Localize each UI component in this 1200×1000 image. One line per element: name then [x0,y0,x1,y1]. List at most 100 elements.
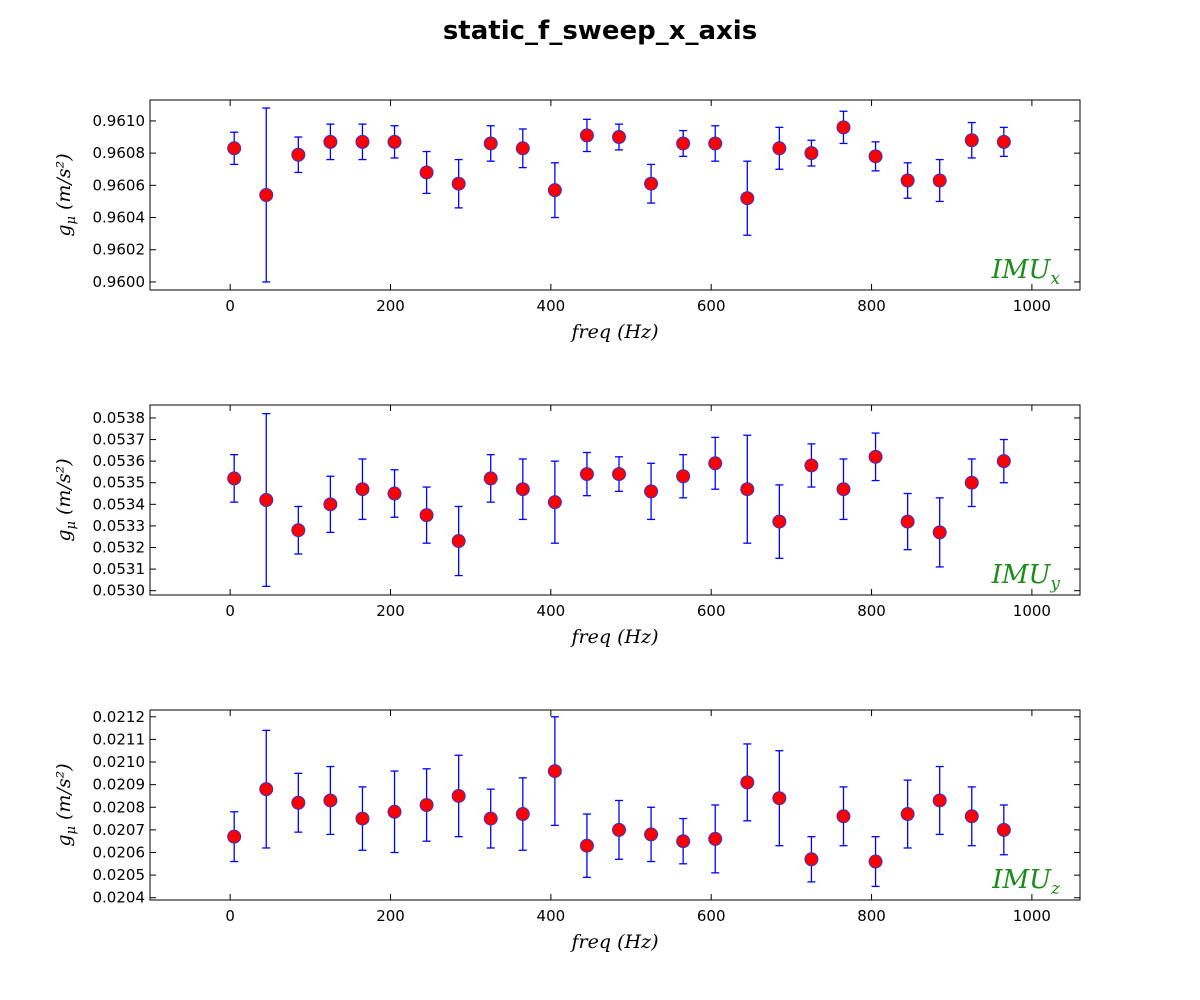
y-tick-label: 0.0533 [93,517,146,535]
data-point [708,456,723,471]
data-point [579,128,594,143]
data-point [612,467,627,482]
data-point [612,822,627,837]
y-tick-label: 0.0531 [93,560,146,578]
y-tick-label: 0.0538 [93,409,146,427]
y-tick-label: 0.0204 [93,889,146,907]
x-axis-label: freq (Hz) [570,626,659,648]
data-point [355,134,370,149]
data-point [676,136,691,151]
imu-x-label: IMUx [991,255,1061,289]
data-point [964,809,979,824]
data-point [772,514,787,529]
data-point [900,514,915,529]
data-point [387,134,402,149]
data-point [227,471,242,486]
data-point [612,130,627,145]
x-tick-label: 200 [376,602,405,620]
data-point [547,495,562,510]
data-point [644,484,659,499]
x-tick-label: 0 [225,297,235,315]
data-point [547,183,562,198]
y-tick-label: 0.0207 [93,821,146,839]
y-tick-label: 0.0537 [93,431,146,449]
data-point [836,482,851,497]
data-point [323,793,338,808]
data-point [579,467,594,482]
y-tick-label: 0.0206 [93,844,146,862]
data-point [483,471,498,486]
data-point [291,795,306,810]
data-point [227,141,242,156]
y-tick-label: 0.0534 [93,495,146,513]
data-point [419,165,434,180]
data-point [932,525,947,540]
data-point [676,469,691,484]
x-tick-label: 200 [376,907,405,925]
data-point [740,775,755,790]
y-tick-label: 0.9600 [93,273,146,291]
subplot-x: 0 200 400 600 800 1000 0.9600 0.9602 0.9604 0.960… [53,99,1081,343]
data-point [323,134,338,149]
data-point [355,482,370,497]
x-tick-label: 0 [225,602,235,620]
imu-y-label: IMUy [991,560,1061,594]
data-point [900,173,915,188]
data-point [483,136,498,151]
data-point [996,134,1011,149]
data-point [515,141,530,156]
y-tick-label: 0.0535 [93,474,146,492]
data-point [900,807,915,822]
data-point [259,188,274,202]
plot-frame-y [149,404,1081,596]
x-axis-label: freq (Hz) [570,931,659,953]
data-point [836,120,851,135]
x-tick-label: 200 [376,297,405,315]
data-point [996,822,1011,837]
data-point [676,834,691,849]
data-point [515,807,530,822]
data-point [451,788,466,803]
x-axis-label: freq (Hz) [570,321,659,343]
data-point [259,493,274,507]
x-tick-label: 600 [697,602,726,620]
y-tick-label: 0.0205 [93,866,146,884]
data-point [291,147,306,162]
x-tick-label: 800 [857,297,886,315]
data-point [547,764,562,779]
data-point [387,486,402,501]
y-tick-label: 0.0212 [93,708,146,726]
data-point [996,454,1011,469]
y-tick-label: 0.0532 [93,539,146,557]
y-axis-label: gμ (m/s²) [53,153,79,236]
data-point [291,523,306,538]
plot-frame-z [149,709,1081,901]
y-tick-label: 0.9610 [93,112,146,130]
data-point [579,838,594,853]
subplot-z: 0 200 400 600 800 1000 0.0204 0.0205 0.0206 0.020… [53,708,1081,953]
data-point [387,804,402,819]
data-point [868,449,883,464]
data-point [868,854,883,869]
data-point [836,809,851,824]
x-tick-label: 400 [537,297,566,315]
data-point [964,475,979,490]
data-point [451,534,466,549]
y-tick-label: 0.0530 [93,582,146,600]
figure-title: static_f_sweep_x_axis [442,16,758,46]
y-tick-label: 0.0211 [93,730,146,748]
data-point [451,176,466,191]
data-point [419,508,434,523]
x-tick-label: 1000 [1013,297,1051,315]
data-point [323,497,338,512]
data-point [644,176,659,191]
data-point [708,831,723,846]
data-point [964,133,979,148]
x-tick-label: 1000 [1013,907,1051,925]
data-point [932,793,947,808]
y-tick-label: 0.0210 [93,753,146,771]
data-point [772,141,787,156]
x-tick-label: 800 [857,602,886,620]
data-point [740,191,755,206]
